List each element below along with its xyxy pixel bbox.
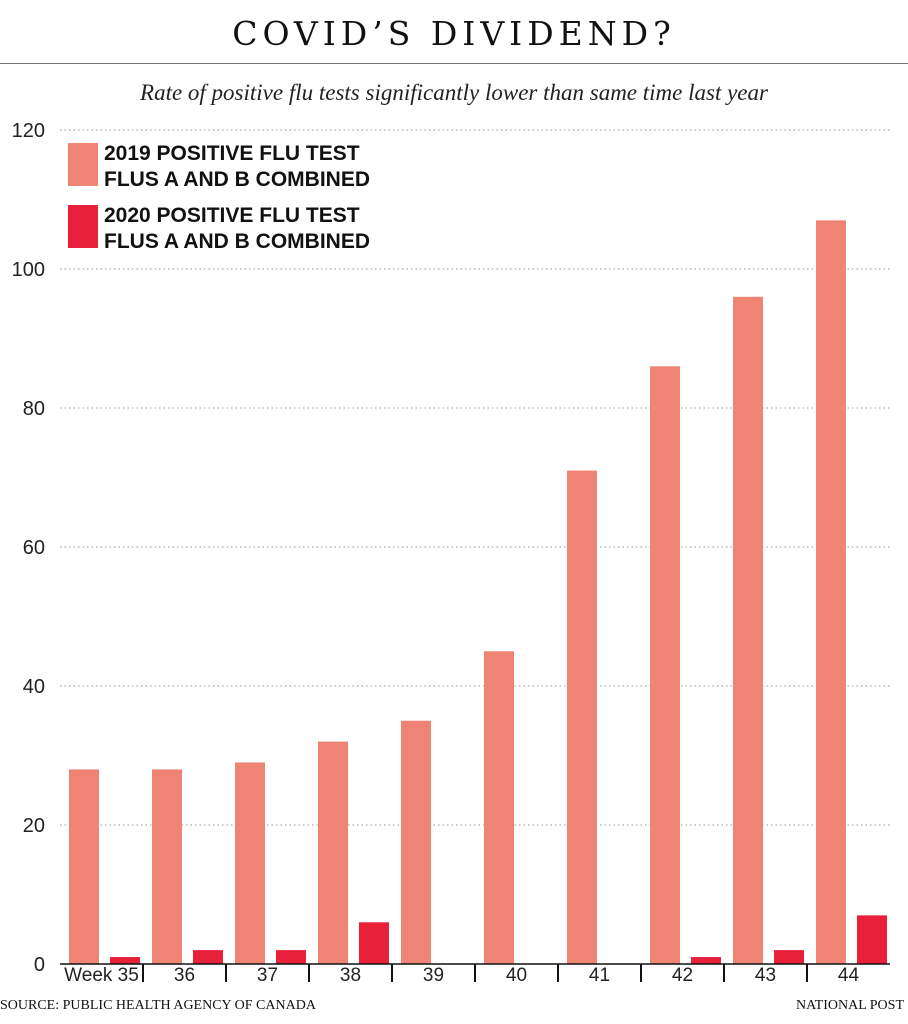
source-note: SOURCE: PUBLIC HEALTH AGENCY OF CANADA [0,998,316,1013]
x-tick-label: 38 [340,965,361,986]
bar-chart: 0 20 40 60 80 100 120 Week 35 36 37 38 39 40 41 42 43 4… [12,120,890,986]
bar-2019 [401,720,431,964]
bar-2020 [774,950,804,964]
legend-swatch-2019 [68,143,98,186]
chart-subtitle: Rate of positive flu tests significantly… [140,80,768,105]
x-tick-label: 37 [257,965,278,986]
legend: 2019 POSITIVE FLU TEST FLUS A AND B COMBI… [68,142,370,253]
x-tick-label: 41 [589,965,610,986]
title-divider [0,63,908,64]
bar-2019 [235,762,265,964]
y-tick-label: 40 [23,676,45,698]
bar-2020 [691,957,721,964]
y-axis-ticks: 0 20 40 60 80 100 120 [12,120,45,976]
x-tick-label: 42 [672,965,693,986]
bar-2019 [816,220,846,965]
bar-2020 [359,922,389,964]
legend-label: FLUS A AND B COMBINED [104,230,370,253]
x-tick-label: 39 [423,965,444,986]
y-tick-label: 120 [12,120,45,142]
x-tick-label: 44 [838,965,860,986]
legend-label: FLUS A AND B COMBINED [104,168,370,191]
legend-swatch-2020 [68,205,98,248]
bar-2020 [276,950,306,964]
publisher-credit: NATIONAL POST [796,998,904,1013]
bar-2019 [484,651,514,964]
bar-2019 [733,296,763,964]
bars [69,220,887,965]
bar-2019 [318,741,348,964]
bar-2020 [193,950,223,964]
bar-2019 [69,769,99,964]
y-tick-label: 100 [12,259,45,281]
x-tick-label: 36 [174,965,195,986]
bar-2019 [650,366,680,964]
legend-label: 2020 POSITIVE FLU TEST [104,204,360,227]
gridlines [60,129,890,826]
y-tick-label: 0 [34,954,45,976]
bar-2019 [152,769,182,964]
y-tick-label: 80 [23,398,45,420]
x-axis: Week 35 36 37 38 39 40 41 42 43 44 [60,963,890,986]
bar-2020 [110,957,140,964]
y-tick-label: 60 [23,537,45,559]
x-tick-label: 43 [755,965,776,986]
bar-2020 [857,915,887,964]
y-tick-label: 20 [23,815,45,837]
x-tick-label: Week 35 [64,965,139,986]
x-tick-label: 40 [506,965,527,986]
bar-2019 [567,470,597,964]
chart-title: COVID’S DIVIDEND? [232,14,676,53]
legend-label: 2019 POSITIVE FLU TEST [104,142,360,165]
